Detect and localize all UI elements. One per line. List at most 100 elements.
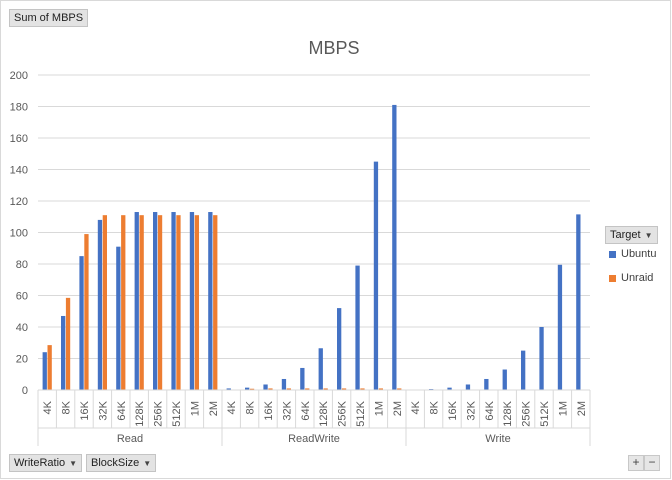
y-tick-label: 200 [10, 70, 28, 82]
bar-ubuntu-readwrite-32k[interactable] [281, 378, 287, 390]
x-tick-label: 8K [429, 400, 441, 414]
writeratio-field-label: WriteRatio [14, 457, 66, 469]
bar-ubuntu-write-2m[interactable] [576, 214, 581, 390]
bar-unraid-read-32k[interactable] [102, 215, 107, 390]
bar-ubuntu-write-256k[interactable] [521, 350, 526, 390]
bar-ubuntu-write-64k[interactable] [484, 378, 489, 390]
minus-icon: − [648, 455, 656, 469]
x-tick-label: 16K [263, 400, 275, 420]
bar-ubuntu-read-128k[interactable] [134, 212, 139, 390]
x-tick-label: 128K [134, 400, 146, 426]
x-tick-label: 4K [42, 400, 54, 414]
bar-ubuntu-readwrite-4k[interactable] [226, 388, 231, 390]
dropdown-arrow-icon: ▼ [69, 459, 78, 468]
bar-ubuntu-readwrite-256k[interactable] [337, 308, 342, 390]
x-tick-label: 16K [79, 400, 91, 420]
bar-unraid-readwrite-64k[interactable] [305, 388, 310, 390]
x-tick-label: 16K [447, 400, 459, 420]
legend-swatch-ubuntu [609, 251, 616, 258]
group-label: Read [117, 433, 143, 445]
x-tick-label: 64K [484, 400, 496, 420]
y-tick-label: 100 [10, 228, 28, 240]
bar-unraid-read-1m[interactable] [194, 215, 199, 390]
y-tick-label: 20 [16, 354, 28, 366]
x-tick-label: 4K [410, 400, 422, 414]
expand-field-button[interactable]: + [628, 455, 644, 471]
bar-unraid-read-64k[interactable] [121, 215, 126, 390]
bar-unraid-read-512k[interactable] [176, 215, 181, 390]
x-tick-label: 32K [97, 400, 109, 420]
x-tick-label: 1M [189, 401, 201, 416]
target-filter-label: Target [610, 229, 641, 241]
x-tick-label: 2M [208, 401, 220, 416]
bar-unraid-readwrite-2m[interactable] [397, 388, 402, 390]
bar-unraid-readwrite-16k[interactable] [268, 388, 273, 390]
bar-ubuntu-write-1m[interactable] [557, 264, 563, 390]
y-tick-label: 120 [10, 196, 28, 208]
bar-ubuntu-write-128k[interactable] [502, 369, 507, 390]
legend-swatch-unraid [609, 275, 616, 282]
x-tick-label: 256K [337, 400, 349, 426]
legend-label-ubuntu: Ubuntu [621, 248, 657, 260]
x-tick-label: 32K [465, 400, 477, 420]
bar-unraid-read-128k[interactable] [139, 215, 144, 390]
target-filter-button[interactable]: Target ▼ [605, 226, 658, 244]
sum-of-mbps-button[interactable]: Sum of MBPS [9, 9, 89, 27]
y-tick-label: 180 [10, 102, 28, 114]
bar-ubuntu-write-512k[interactable] [539, 327, 544, 390]
x-tick-label: 1M [373, 401, 385, 416]
bar-ubuntu-readwrite-2m[interactable] [392, 104, 397, 391]
bar-ubuntu-write-16k[interactable] [447, 387, 452, 390]
x-tick-label: 8K [61, 400, 73, 414]
bar-unraid-readwrite-1m[interactable] [378, 388, 383, 390]
bar-ubuntu-read-16k[interactable] [79, 256, 84, 390]
legend-label-unraid: Unraid [621, 272, 654, 284]
bar-ubuntu-read-2m[interactable] [208, 212, 213, 390]
bar-unraid-readwrite-32k[interactable] [286, 388, 291, 390]
x-tick-label: 2M [392, 401, 404, 416]
bar-ubuntu-read-256k[interactable] [153, 212, 158, 390]
bar-unraid-read-4k[interactable] [47, 345, 52, 390]
blocksize-field-label: BlockSize [91, 457, 140, 469]
bar-unraid-readwrite-128k[interactable] [323, 388, 328, 390]
bar-ubuntu-write-32k[interactable] [465, 384, 471, 390]
x-tick-label: 1M [557, 401, 569, 416]
bar-ubuntu-readwrite-16k[interactable] [263, 384, 268, 390]
group-label: Write [485, 433, 510, 445]
x-tick-label: 64K [300, 400, 312, 420]
bar-ubuntu-read-512k[interactable] [171, 212, 176, 390]
x-tick-label: 128K [502, 400, 514, 426]
x-tick-label: 32K [281, 400, 293, 420]
x-tick-label: 256K [153, 400, 165, 426]
bar-ubuntu-read-1m[interactable] [189, 212, 195, 390]
bar-unraid-read-2m[interactable] [213, 215, 218, 390]
bar-unraid-readwrite-256k[interactable] [341, 388, 347, 390]
bar-ubuntu-readwrite-1m[interactable] [373, 161, 379, 390]
bar-ubuntu-read-4k[interactable] [42, 352, 47, 390]
y-tick-label: 160 [10, 133, 28, 145]
blocksize-field-button[interactable]: BlockSize ▼ [86, 454, 157, 472]
bar-unraid-read-8k[interactable] [65, 297, 71, 390]
bar-unraid-read-256k[interactable] [157, 215, 163, 390]
sum-of-mbps-label: Sum of MBPS [14, 12, 84, 24]
y-tick-label: 40 [16, 322, 28, 334]
bar-unraid-readwrite-512k[interactable] [360, 388, 365, 390]
bar-ubuntu-readwrite-512k[interactable] [355, 265, 360, 390]
x-tick-label: 512K [355, 400, 367, 426]
group-label: ReadWrite [288, 433, 340, 445]
bar-ubuntu-read-32k[interactable] [97, 219, 103, 390]
bar-ubuntu-read-8k[interactable] [61, 315, 66, 390]
chart-title: MBPS [308, 38, 359, 58]
x-tick-label: 512K [171, 400, 183, 426]
bar-unraid-readwrite-8k[interactable] [249, 388, 255, 390]
bar-ubuntu-readwrite-8k[interactable] [245, 387, 250, 390]
bar-ubuntu-read-64k[interactable] [116, 246, 121, 390]
plus-icon: + [632, 455, 640, 469]
collapse-field-button[interactable]: − [644, 455, 660, 471]
bar-ubuntu-readwrite-128k[interactable] [318, 348, 323, 390]
bar-unraid-read-16k[interactable] [84, 234, 89, 390]
bar-ubuntu-readwrite-64k[interactable] [300, 367, 305, 390]
writeratio-field-button[interactable]: WriteRatio ▼ [9, 454, 83, 472]
y-tick-label: 140 [10, 165, 28, 177]
